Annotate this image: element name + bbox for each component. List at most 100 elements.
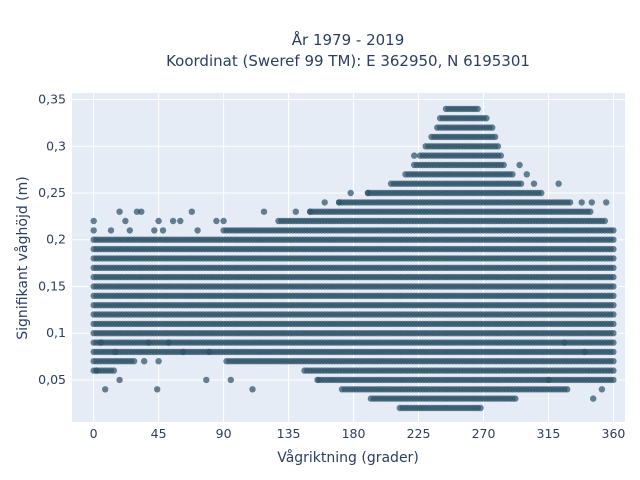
data-point [220, 217, 227, 225]
data-point [194, 227, 201, 234]
data-point [603, 199, 610, 206]
y-tick-label: 0,15 [38, 278, 66, 293]
data-point [587, 208, 594, 215]
data-point [110, 367, 118, 374]
chart-subtitle: Koordinat (Sweref 99 TM): E 362950, N 61… [166, 52, 530, 70]
y-tick-label: 0,35 [38, 92, 66, 107]
data-point [141, 358, 148, 365]
data-point [610, 245, 617, 253]
data-point [411, 152, 418, 159]
data-point [227, 376, 234, 384]
data-point [497, 152, 504, 159]
x-axis-label: Vågriktning (grader) [277, 449, 419, 466]
x-tick-label: 45 [151, 426, 167, 441]
data-point [260, 208, 268, 215]
data-point [180, 348, 187, 356]
data-point [610, 273, 617, 281]
data-point [102, 386, 109, 393]
data-point [126, 227, 133, 234]
data-point [206, 348, 213, 356]
data-point [610, 367, 617, 374]
data-point [169, 217, 177, 225]
data-point [112, 348, 119, 356]
data-point [610, 330, 617, 337]
data-point [545, 376, 552, 384]
data-point [489, 124, 496, 131]
x-tick-label: 315 [537, 426, 561, 441]
data-point [578, 199, 585, 206]
x-tick-label: 135 [277, 426, 301, 441]
data-point [610, 320, 617, 328]
y-tick-label: 0,25 [38, 185, 66, 200]
y-tick-label: 0,1 [46, 325, 66, 340]
data-point [107, 227, 115, 234]
data-point [588, 199, 595, 206]
data-point [555, 180, 562, 187]
y-tick-label: 0,2 [46, 232, 66, 247]
data-point [154, 386, 161, 393]
data-point [610, 255, 617, 262]
data-point [530, 180, 538, 187]
data-point [474, 105, 481, 113]
data-point [610, 348, 617, 356]
data-point [151, 227, 158, 234]
data-point [610, 264, 617, 271]
data-point [610, 227, 617, 234]
data-point [93, 367, 100, 374]
data-points [90, 105, 617, 412]
data-point [364, 189, 372, 197]
data-point [477, 404, 484, 412]
y-tick-label: 0,3 [46, 138, 66, 153]
x-tick-label: 225 [407, 426, 431, 441]
data-point [159, 227, 167, 234]
data-point [483, 115, 490, 122]
data-point [538, 189, 545, 197]
data-point [116, 376, 123, 384]
data-point [610, 292, 617, 299]
data-point [138, 208, 145, 215]
x-tick-label: 90 [216, 426, 232, 441]
data-point [517, 180, 525, 187]
data-point [509, 171, 516, 178]
data-point [275, 217, 282, 225]
data-point [610, 358, 617, 365]
x-axis-ticks: 0 45 90 135 180 225 270 315 360 [90, 426, 626, 441]
data-point [610, 311, 617, 318]
data-point [155, 217, 162, 225]
data-point [122, 217, 129, 225]
data-point [598, 386, 606, 393]
data-point [203, 376, 210, 384]
x-tick-label: 360 [602, 426, 626, 441]
data-point [610, 236, 617, 243]
x-tick-label: 180 [342, 426, 366, 441]
data-point [564, 386, 571, 393]
data-point [512, 395, 519, 402]
data-point [610, 339, 617, 346]
data-point [130, 358, 138, 365]
data-point [145, 339, 152, 346]
data-point [523, 171, 530, 178]
data-point [321, 199, 328, 206]
data-point [610, 302, 617, 309]
data-point [494, 143, 502, 150]
data-point [90, 217, 97, 225]
data-point [292, 208, 299, 215]
data-point [500, 161, 507, 169]
data-point [155, 358, 162, 365]
data-point [590, 395, 597, 402]
data-point [601, 217, 608, 225]
data-point [566, 199, 574, 206]
data-point [188, 208, 195, 215]
data-point [610, 283, 617, 290]
data-point [213, 217, 220, 225]
data-point [97, 339, 105, 346]
data-point [561, 339, 568, 346]
data-point [581, 348, 588, 356]
y-axis-ticks: 0,05 0,1 0,15 0,2 0,25 0,3 0,35 [38, 92, 66, 387]
data-point [314, 376, 321, 384]
x-tick-label: 270 [472, 426, 496, 441]
y-tick-label: 0,05 [38, 372, 66, 387]
data-point [90, 227, 97, 234]
data-point [516, 161, 523, 169]
